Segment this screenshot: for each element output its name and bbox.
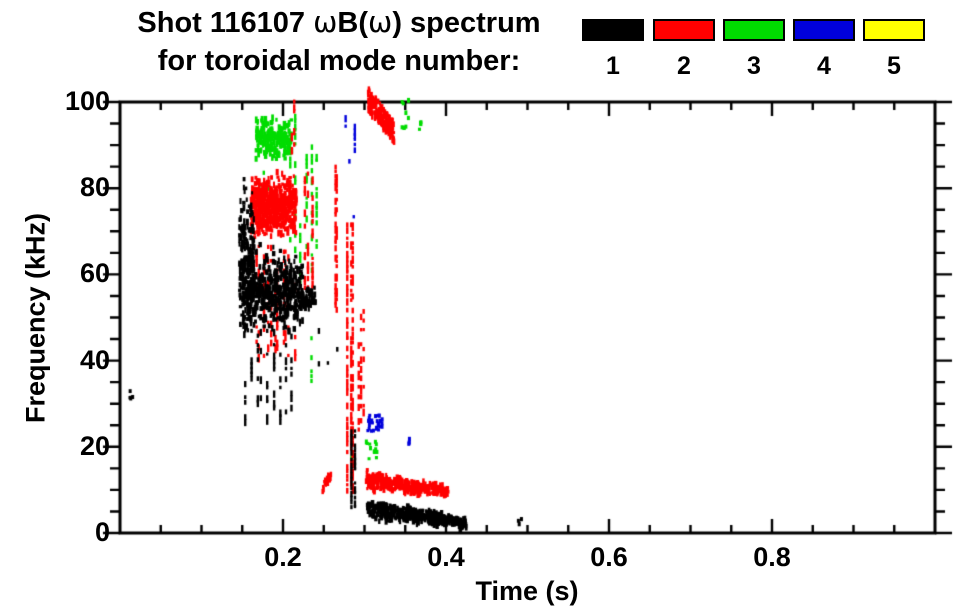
x-tick-label: 0.8 xyxy=(753,542,791,572)
x-axis-title: Time (s) xyxy=(475,576,579,606)
y-tick-label: 100 xyxy=(64,85,110,116)
x-tick-label: 0.2 xyxy=(264,542,302,572)
legend-swatch-mode-3 xyxy=(723,19,785,41)
chart-title: Shot 116107 ωB(ω) spectrum xyxy=(100,5,578,40)
y-tick-label: 80 xyxy=(79,172,110,203)
y-tick-label: 60 xyxy=(79,258,110,289)
legend-swatch-mode-5 xyxy=(863,19,925,41)
y-tick-label: 20 xyxy=(79,430,110,461)
legend-swatch-mode-4 xyxy=(793,19,855,41)
y-axis-title: Frequency (kHz) xyxy=(20,212,51,424)
omega-symbol: ω xyxy=(368,5,393,39)
legend-label-mode-3: 3 xyxy=(747,52,761,80)
legend-label-mode-5: 5 xyxy=(887,52,901,80)
title-text: Shot 116107 xyxy=(137,7,314,39)
x-tick-label: 0.6 xyxy=(590,542,628,572)
title-text: ) spectrum xyxy=(392,7,541,39)
legend-swatch-mode-2 xyxy=(653,19,715,41)
omega-symbol: ω xyxy=(313,5,338,39)
legend-label-mode-4: 4 xyxy=(817,52,831,80)
legend-swatch-mode-1 xyxy=(582,19,644,41)
y-tick-label: 0 xyxy=(94,516,110,547)
chart-subtitle: for toroidal mode number: xyxy=(157,45,521,77)
legend-label-mode-1: 1 xyxy=(606,52,620,80)
x-tick-label: 0.4 xyxy=(427,542,465,572)
title-text: B( xyxy=(337,7,369,39)
legend-label-mode-2: 2 xyxy=(677,52,691,80)
y-tick-label: 40 xyxy=(79,344,110,375)
